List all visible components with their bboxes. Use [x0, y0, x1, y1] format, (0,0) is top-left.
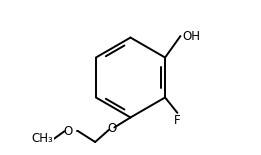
Text: CH₃: CH₃ — [31, 132, 53, 145]
Text: O: O — [64, 125, 73, 138]
Text: OH: OH — [182, 29, 200, 42]
Text: O: O — [108, 122, 117, 135]
Text: F: F — [174, 114, 181, 127]
